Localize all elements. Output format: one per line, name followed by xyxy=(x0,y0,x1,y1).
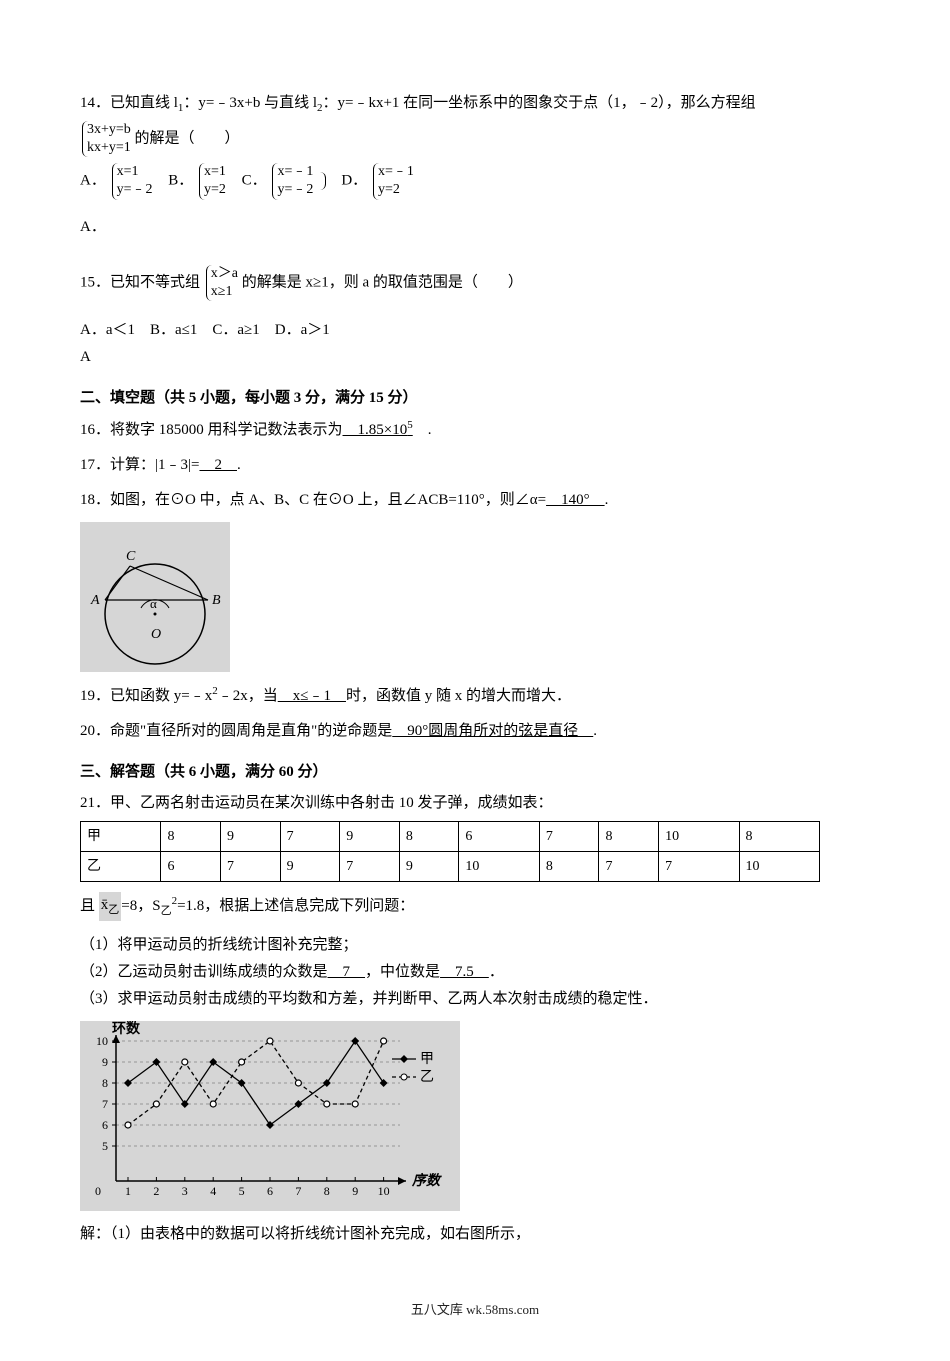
table-row: 甲89798678108 xyxy=(81,821,820,851)
q21-part2: （2）乙运动员射击训练成绩的众数是 7 ，中位数是 7.5 ． xyxy=(80,959,870,986)
q15-stem-b: 的解集是 x≥1，则 a 的取值范围是（ ） xyxy=(242,274,523,290)
q15-options: A．a＜1 B．a≤1 C．a≥1 D．a＞1 xyxy=(80,317,870,344)
option-A: A． x=1y=﹣2 xyxy=(80,163,153,199)
svg-text:5: 5 xyxy=(102,1139,108,1153)
svg-text:6: 6 xyxy=(267,1184,273,1198)
question-20: 20．命题"直径所对的圆周角是直角"的逆命题是 90°圆周角所对的弦是直径 . xyxy=(80,718,870,745)
page-footer: 五八文库 wk.58ms.com xyxy=(80,1298,870,1321)
svg-text:C: C xyxy=(126,549,136,564)
q15-stem-a: 15．已知不等式组 xyxy=(80,274,200,290)
q14-stem: 14．已知直线 l1：y=﹣3x+b 与直线 l2：y=﹣kx+1 在同一坐标系… xyxy=(80,95,756,111)
svg-text:10: 10 xyxy=(378,1184,390,1198)
q15-answer: A xyxy=(80,344,870,371)
svg-text:8: 8 xyxy=(102,1076,108,1090)
question-16: 16．将数字 185000 用科学记数法表示为 1.85×105 . xyxy=(80,416,870,444)
q21-given: 且 x̄乙 =8，S乙2=1.8，根据上述信息完成下列问题： xyxy=(80,892,870,922)
table-row: 乙679791087710 xyxy=(81,852,820,882)
svg-text:1: 1 xyxy=(125,1184,131,1198)
figure-line-chart: 5 6 7 8 9 10 1 2 3 4 5 6 7 8 9 10 0 环数序数 甲乙 xyxy=(80,1021,460,1211)
q21-data-table: 甲89798678108 乙679791087710 xyxy=(80,821,820,882)
q21-solution: 解：（1）由表格中的数据可以将折线统计图补充完成，如右图所示， xyxy=(80,1221,870,1248)
question-15: 15．已知不等式组 x＞a x≥1 的解集是 x≥1，则 a 的取值范围是（ ）… xyxy=(80,265,870,371)
option-D: D． x=﹣1y=2 xyxy=(341,163,414,199)
question-17: 17．计算：|1﹣3|= 2 . xyxy=(80,452,870,479)
svg-text:7: 7 xyxy=(102,1097,108,1111)
q14-stem-tail: 的解是（ ） xyxy=(135,130,240,146)
q21-part1: （1）将甲运动员的折线统计图补充完整； xyxy=(80,932,870,959)
svg-text:A: A xyxy=(90,593,100,608)
q14-answer: A． xyxy=(80,214,870,241)
svg-text:甲: 甲 xyxy=(420,1052,434,1067)
q14-options: A． x=1y=﹣2 B． x=1y=2 C． x=﹣1y=﹣2 D． x=﹣1… xyxy=(80,163,870,199)
svg-text:10: 10 xyxy=(96,1034,108,1048)
svg-text:6: 6 xyxy=(102,1118,108,1132)
option-B: B． x=1y=2 xyxy=(168,163,226,199)
svg-text:4: 4 xyxy=(210,1184,216,1198)
svg-text:环数: 环数 xyxy=(112,1021,141,1037)
svg-text:0: 0 xyxy=(95,1184,101,1198)
svg-text:7: 7 xyxy=(295,1184,301,1198)
svg-text:8: 8 xyxy=(324,1184,330,1198)
q21-stem: 21．甲、乙两名射击运动员在某次训练中各射击 10 发子弹，成绩如表： xyxy=(80,790,870,817)
section-3-heading: 三、解答题（共 6 小题，满分 60 分） xyxy=(80,759,870,786)
svg-text:序数: 序数 xyxy=(411,1172,442,1189)
svg-text:乙: 乙 xyxy=(420,1069,434,1085)
svg-text:O: O xyxy=(151,627,161,642)
q21-part3: （3）求甲运动员射击成绩的平均数和方差，并判断甲、乙两人本次射击成绩的稳定性． xyxy=(80,986,870,1013)
question-14: 14．已知直线 l1：y=﹣3x+b 与直线 l2：y=﹣kx+1 在同一坐标系… xyxy=(80,90,870,241)
question-19: 19．已知函数 y=﹣x2﹣2x，当 x≤﹣1 时，函数值 y 随 x 的增大而… xyxy=(80,682,870,710)
q15-system: x＞a x≥1 xyxy=(206,265,238,301)
question-18: 18．如图，在⊙O 中，点 A、B、C 在⊙O 上，且∠ACB=110°，则∠α… xyxy=(80,487,870,514)
svg-text:3: 3 xyxy=(182,1184,188,1198)
svg-text:9: 9 xyxy=(352,1184,358,1198)
figure-circle: A B C Oα xyxy=(80,522,230,672)
option-C: C． x=﹣1y=﹣2 xyxy=(242,163,326,199)
svg-text:B: B xyxy=(212,593,221,608)
question-21: 21．甲、乙两名射击运动员在某次训练中各射击 10 发子弹，成绩如表： 甲897… xyxy=(80,790,870,1013)
section-2-heading: 二、填空题（共 5 小题，每小题 3 分，满分 15 分） xyxy=(80,385,870,412)
svg-text:5: 5 xyxy=(239,1184,245,1198)
svg-text:9: 9 xyxy=(102,1055,108,1069)
svg-text:α: α xyxy=(150,596,157,611)
q14-system: 3x+y=b kx+y=1 xyxy=(82,121,131,157)
svg-text:2: 2 xyxy=(153,1184,159,1198)
